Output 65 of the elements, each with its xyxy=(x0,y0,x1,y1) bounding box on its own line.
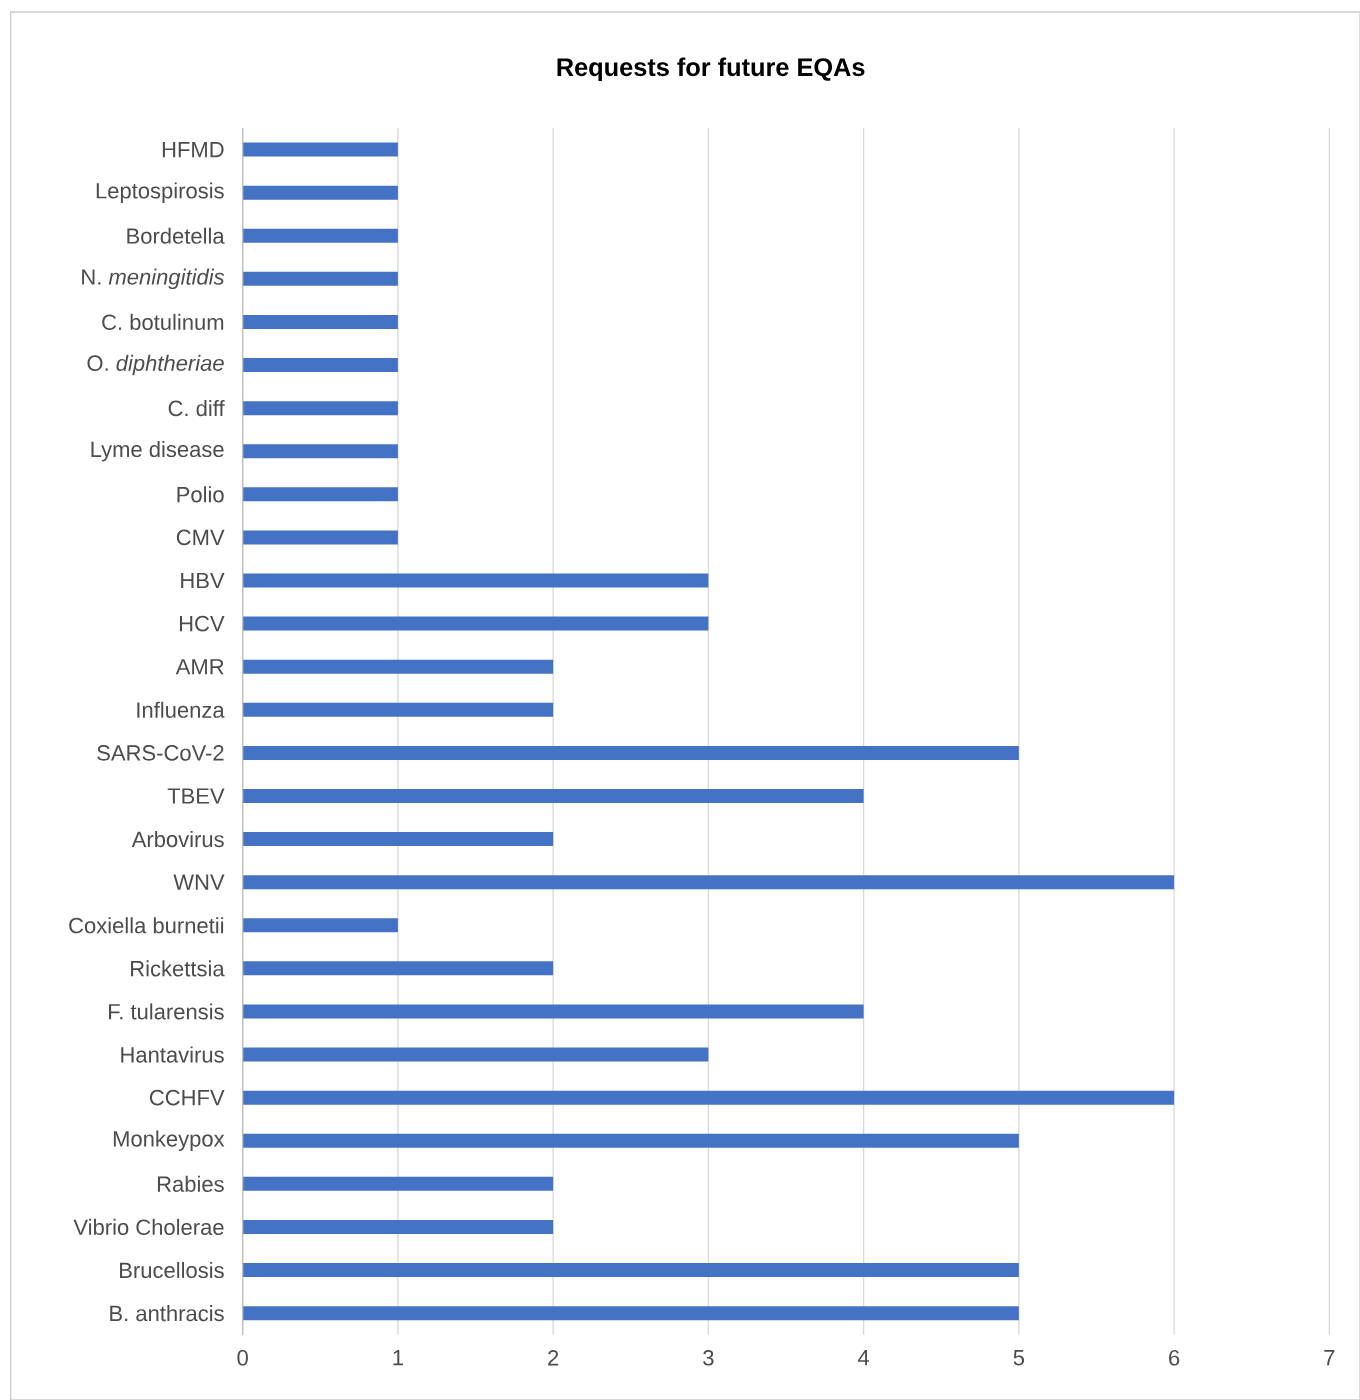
y-tick-label: Leptospirosis xyxy=(96,182,224,203)
bar xyxy=(242,142,398,157)
y-tick-label: Coxiella burnetii xyxy=(69,917,224,934)
bar xyxy=(242,401,398,416)
bar xyxy=(242,1090,1175,1105)
x-tick-label: 5 xyxy=(1013,1350,1025,1366)
chart-title: Requests for future EQAs xyxy=(557,57,865,82)
x-tick-label: 1 xyxy=(393,1350,403,1366)
bar xyxy=(242,530,398,545)
y-tick-label: SARS-CoV-2 xyxy=(97,745,224,761)
bar xyxy=(242,228,398,243)
y-tick-label: C. diff xyxy=(168,400,225,417)
y-tick-label: TBEV xyxy=(167,788,225,804)
x-tick-label: 0 xyxy=(237,1350,248,1366)
bar xyxy=(242,314,398,329)
bar xyxy=(242,1047,709,1062)
y-tick-label: CCHFV xyxy=(149,1089,225,1106)
y-tick-label: Bordetella xyxy=(127,227,225,244)
y-tick-label: Influenza xyxy=(137,701,225,718)
bar xyxy=(242,788,864,803)
bar xyxy=(242,444,398,459)
x-tick-label: 2 xyxy=(548,1350,559,1366)
bar xyxy=(242,185,398,200)
y-tick-label: Vibrio Cholerae xyxy=(73,1218,224,1236)
bar xyxy=(242,1004,864,1019)
bar xyxy=(242,1263,1019,1278)
y-tick-label: Rabies xyxy=(157,1175,224,1192)
y-tick-label: Monkeypox xyxy=(113,1130,225,1151)
y-tick-label: N. meningitidis xyxy=(82,268,225,290)
y-tick-label: F. tularensis xyxy=(109,1003,224,1020)
y-tick-label: HCV xyxy=(179,615,225,632)
y-tick-label: Polio xyxy=(177,486,224,503)
bar xyxy=(242,1306,1019,1321)
bar xyxy=(242,1133,1019,1148)
bar xyxy=(242,358,398,373)
y-tick-label: Brucellosis xyxy=(120,1261,224,1279)
x-tick-label: 7 xyxy=(1324,1350,1335,1366)
y-tick-label: Rickettsia xyxy=(131,960,225,977)
y-tick-label: C. botulinum xyxy=(102,313,224,331)
x-tick-label: 6 xyxy=(1169,1350,1180,1366)
bar xyxy=(242,1176,554,1191)
y-tick-label: Lyme disease xyxy=(91,440,224,462)
bar xyxy=(242,875,1175,890)
bar xyxy=(242,1219,554,1234)
y-tick-label: Hantavirus xyxy=(121,1046,224,1063)
bar xyxy=(242,573,709,588)
bar xyxy=(242,487,398,502)
bar xyxy=(242,271,398,286)
y-tick-label: CMV xyxy=(176,529,225,546)
y-tick-label: O. diphtheriae xyxy=(87,354,224,376)
bar xyxy=(242,961,554,976)
bar xyxy=(242,616,709,631)
y-tick-label: AMR xyxy=(175,659,224,675)
x-tick-label: 3 xyxy=(703,1350,714,1366)
x-tick-label: 4 xyxy=(858,1350,870,1366)
y-tick-label: WNV xyxy=(173,874,225,890)
bar xyxy=(242,832,554,847)
y-tick-label: HFMD xyxy=(162,141,224,158)
y-tick-label: B. anthracis xyxy=(110,1305,224,1322)
bar xyxy=(242,702,554,717)
y-tick-label: Arbovirus xyxy=(131,831,224,848)
y-tick-label: HBV xyxy=(181,572,225,589)
bar xyxy=(242,918,398,933)
bar xyxy=(242,659,554,674)
bar xyxy=(242,745,1019,760)
